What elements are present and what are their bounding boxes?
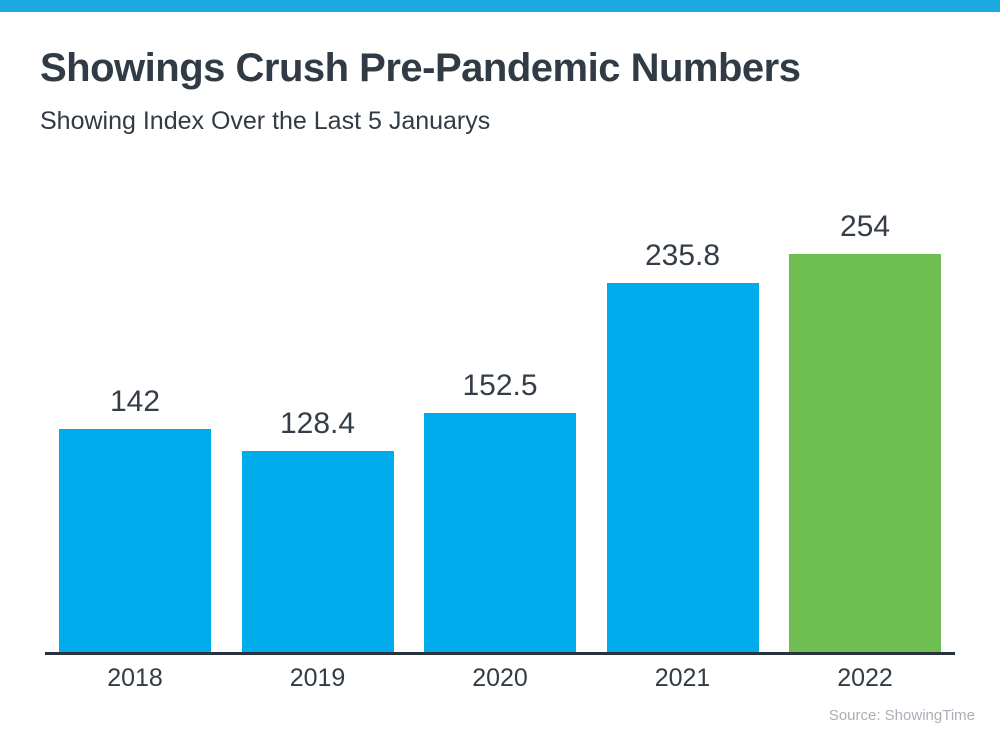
x-axis-line <box>45 652 955 655</box>
x-tick-label-2022: 2022 <box>837 664 893 692</box>
x-axis-labels: 2018 2019 2020 2021 2022 <box>45 664 955 696</box>
bar-2022 <box>789 254 941 652</box>
accent-strip <box>0 0 1000 12</box>
x-tick-label-2021: 2021 <box>654 664 711 692</box>
x-tick-label-2020: 2020 <box>472 664 528 692</box>
x-tick-label-2019: 2019 <box>289 664 346 692</box>
bar-value-label-2019: 128.4 <box>279 407 356 440</box>
bar-value-label-2018: 142 <box>109 385 161 418</box>
bar-2019 <box>241 451 394 652</box>
x-tick-label-2018: 2018 <box>107 664 163 692</box>
chart-title: Showings Crush Pre-Pandemic Numbers <box>40 46 801 90</box>
source-credit: Source: ShowingTime <box>828 707 975 724</box>
bar-value-label-2022: 254 <box>839 210 891 243</box>
bar-2018 <box>59 429 211 652</box>
chart-subtitle: Showing Index Over the Last 5 Januarys <box>40 107 491 135</box>
bar-value-label-2021: 235.8 <box>644 239 721 272</box>
bar-2020 <box>424 413 576 652</box>
bar-value-label-2020: 152.5 <box>462 369 538 402</box>
bar-2021 <box>606 283 759 652</box>
bar-chart-plot-area: 142 128.4 152.5 235.8 254 <box>45 205 955 655</box>
